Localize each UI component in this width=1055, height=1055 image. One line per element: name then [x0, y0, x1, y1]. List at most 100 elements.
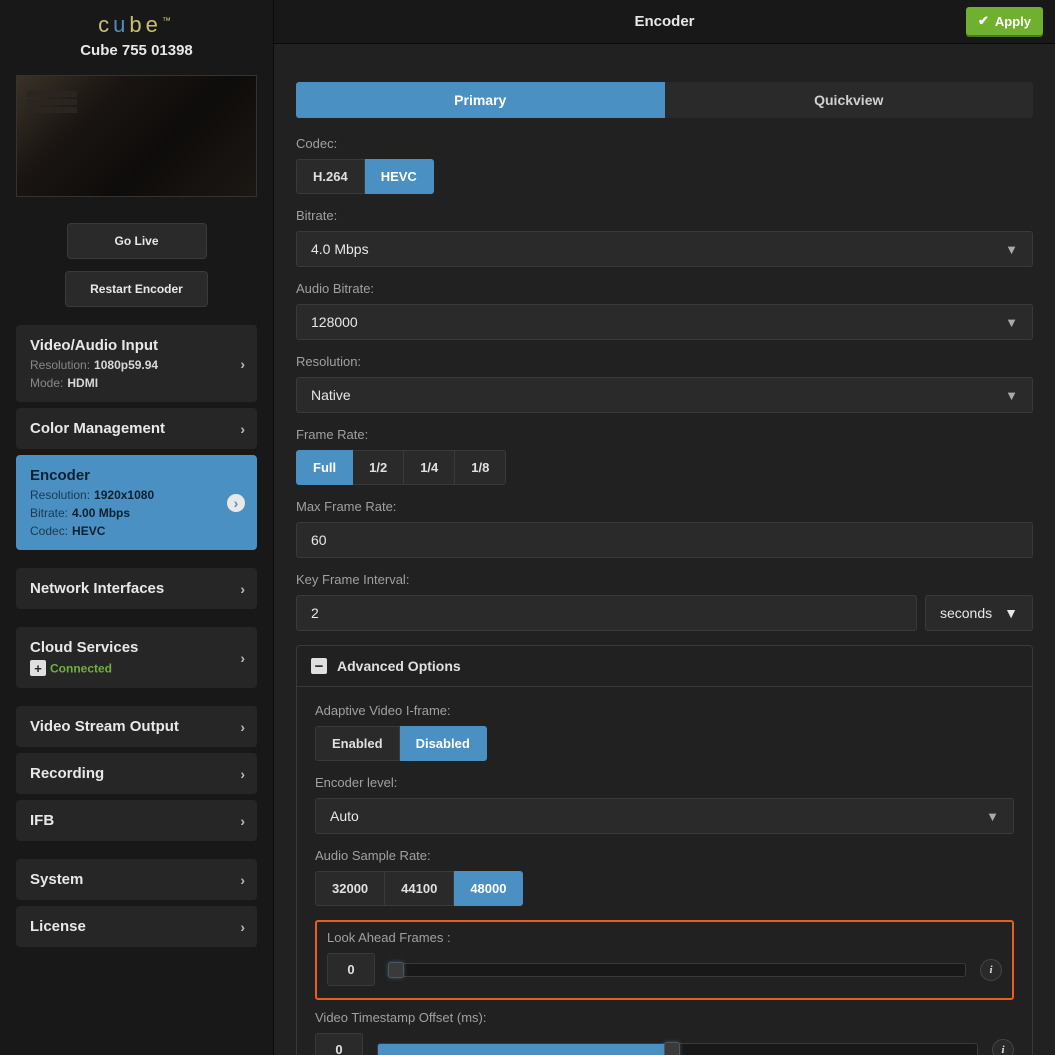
content: Primary Quickview Codec: H.264 HEVC Bitr…	[274, 44, 1055, 1055]
chevron-right-icon: ›	[240, 421, 245, 437]
key-frame-input[interactable]	[296, 595, 917, 631]
field-label: Encoder level:	[315, 775, 1014, 790]
chevron-right-icon: ›	[240, 356, 245, 372]
chevron-right-icon: ›	[240, 872, 245, 888]
look-ahead-slider[interactable]	[389, 963, 966, 977]
nav-encoder[interactable]: Encoder Resolution:1920x1080 Bitrate:4.0…	[16, 455, 257, 550]
nav-meta: Resolution:1080p59.94	[30, 358, 243, 372]
resolution-select[interactable]: Native ▼	[296, 377, 1033, 413]
timestamp-offset-slider[interactable]	[377, 1043, 978, 1055]
advanced-options-header[interactable]: − Advanced Options	[297, 646, 1032, 686]
adaptive-segment: Enabled Disabled	[315, 726, 1014, 761]
sidebar: cube™ Cube 755 01398 Go Live Restart Enc…	[0, 0, 273, 1055]
nav-cloud-services[interactable]: Cloud Services +Connected ›	[16, 627, 257, 688]
apply-button[interactable]: ✔ Apply	[966, 7, 1043, 35]
advanced-options-panel: − Advanced Options Adaptive Video I-fram…	[296, 645, 1033, 1055]
field-key-frame-interval: Key Frame Interval: seconds ▼	[296, 572, 1033, 631]
field-label: Resolution:	[296, 354, 1033, 369]
info-icon[interactable]: i	[992, 1039, 1014, 1055]
fr-full-button[interactable]: Full	[296, 450, 353, 485]
page-title: Encoder	[634, 13, 694, 30]
field-adaptive-iframe: Adaptive Video I-frame: Enabled Disabled	[315, 703, 1014, 761]
nav-title: License	[30, 918, 243, 935]
field-label: Adaptive Video I-frame:	[315, 703, 1014, 718]
slider-thumb[interactable]	[388, 962, 404, 978]
nav-meta: + Connected	[30, 660, 243, 676]
fr-half-button[interactable]: 1/2	[353, 450, 404, 485]
nav-meta: Mode:HDMI	[30, 376, 243, 390]
field-label: Video Timestamp Offset (ms):	[315, 1010, 1014, 1025]
slider-thumb[interactable]	[664, 1042, 680, 1055]
nav-ifb[interactable]: IFB ›	[16, 800, 257, 841]
info-icon[interactable]: i	[980, 959, 1002, 981]
select-value: 4.0 Mbps	[311, 241, 369, 257]
asr-48000-button[interactable]: 48000	[454, 871, 523, 906]
fr-quarter-button[interactable]: 1/4	[404, 450, 455, 485]
chevron-right-icon: ›	[240, 813, 245, 829]
frame-rate-segment: Full 1/2 1/4 1/8	[296, 450, 1033, 485]
field-audio-bitrate: Audio Bitrate: 128000 ▼	[296, 281, 1033, 340]
select-value: seconds	[940, 605, 992, 621]
audio-sample-segment: 32000 44100 48000	[315, 871, 1014, 906]
nav-video-audio-input[interactable]: Video/Audio Input Resolution:1080p59.94 …	[16, 325, 257, 402]
main-panel: Encoder ✔ Apply Primary Quickview Codec:…	[273, 0, 1055, 1055]
field-label: Audio Bitrate:	[296, 281, 1033, 296]
advanced-body: Adaptive Video I-frame: Enabled Disabled…	[297, 686, 1032, 1055]
tab-quickview[interactable]: Quickview	[665, 82, 1034, 118]
logo-section: cube™ Cube 755 01398	[0, 0, 273, 67]
encoder-level-select[interactable]: Auto ▼	[315, 798, 1014, 834]
nav-title: Cloud Services	[30, 639, 243, 656]
max-frame-rate-input[interactable]	[296, 522, 1033, 558]
field-encoder-level: Encoder level: Auto ▼	[315, 775, 1014, 834]
check-icon: ✔	[978, 13, 989, 29]
field-audio-sample-rate: Audio Sample Rate: 32000 44100 48000	[315, 848, 1014, 906]
chevron-down-icon: ▼	[1005, 315, 1018, 330]
audio-bitrate-select[interactable]: 128000 ▼	[296, 304, 1033, 340]
adaptive-disabled-button[interactable]: Disabled	[400, 726, 487, 761]
tabs: Primary Quickview	[296, 82, 1033, 118]
field-label: Codec:	[296, 136, 1033, 151]
collapse-icon: −	[311, 658, 327, 674]
brand-logo: cube™	[0, 12, 273, 38]
tab-primary[interactable]: Primary	[296, 82, 665, 118]
plus-icon: +	[30, 660, 46, 676]
key-frame-unit-select[interactable]: seconds ▼	[925, 595, 1033, 631]
nav-meta: Codec:HEVC	[30, 524, 243, 538]
field-resolution: Resolution: Native ▼	[296, 354, 1033, 413]
header: Encoder ✔ Apply	[274, 0, 1055, 44]
codec-segment: H.264 HEVC	[296, 159, 1033, 194]
fr-eighth-button[interactable]: 1/8	[455, 450, 506, 485]
nav-network-interfaces[interactable]: Network Interfaces ›	[16, 568, 257, 609]
nav-title: IFB	[30, 812, 243, 829]
restart-encoder-button[interactable]: Restart Encoder	[65, 271, 208, 307]
nav-video-stream-output[interactable]: Video Stream Output ›	[16, 706, 257, 747]
look-ahead-value: 0	[327, 953, 375, 986]
field-label: Audio Sample Rate:	[315, 848, 1014, 863]
nav-title: Color Management	[30, 420, 243, 437]
field-max-frame-rate: Max Frame Rate:	[296, 499, 1033, 558]
field-label: Max Frame Rate:	[296, 499, 1033, 514]
nav-color-management[interactable]: Color Management ›	[16, 408, 257, 449]
timestamp-offset-value: 0	[315, 1033, 363, 1055]
select-value: 128000	[311, 314, 358, 330]
select-value: Auto	[330, 808, 359, 824]
nav-title: Encoder	[30, 467, 243, 484]
field-label: Frame Rate:	[296, 427, 1033, 442]
nav-license[interactable]: License ›	[16, 906, 257, 947]
adaptive-enabled-button[interactable]: Enabled	[315, 726, 400, 761]
field-codec: Codec: H.264 HEVC	[296, 136, 1033, 194]
codec-hevc-button[interactable]: HEVC	[365, 159, 434, 194]
codec-h264-button[interactable]: H.264	[296, 159, 365, 194]
go-live-button[interactable]: Go Live	[67, 223, 207, 259]
nav-system[interactable]: System ›	[16, 859, 257, 900]
nav-meta: Bitrate:4.00 Mbps	[30, 506, 243, 520]
status-connected: Connected	[50, 662, 112, 676]
video-preview[interactable]	[16, 75, 257, 197]
asr-44100-button[interactable]: 44100	[385, 871, 454, 906]
asr-32000-button[interactable]: 32000	[315, 871, 385, 906]
advanced-title: Advanced Options	[337, 658, 461, 674]
bitrate-select[interactable]: 4.0 Mbps ▼	[296, 231, 1033, 267]
nav-title: Recording	[30, 765, 243, 782]
nav-list: Video/Audio Input Resolution:1080p59.94 …	[0, 317, 273, 947]
nav-recording[interactable]: Recording ›	[16, 753, 257, 794]
